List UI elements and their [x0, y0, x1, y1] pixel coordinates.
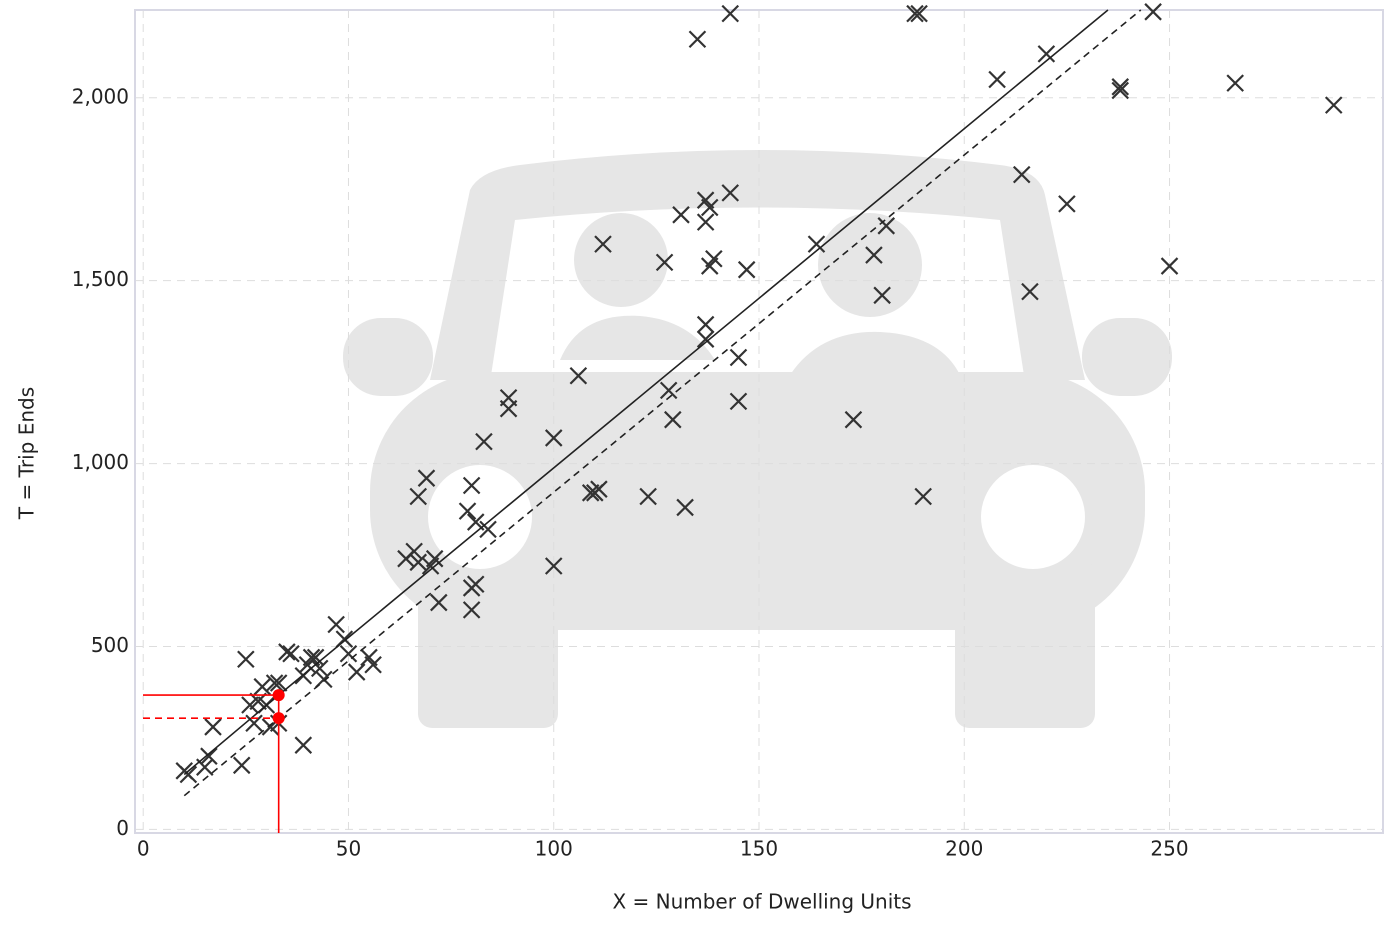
- x-axis-title: X = Number of Dwelling Units: [612, 890, 911, 914]
- x-tick-label: 50: [336, 837, 361, 861]
- data-point: [1326, 97, 1342, 113]
- data-point: [1227, 75, 1243, 91]
- marker-dot: [273, 712, 285, 724]
- data-point: [328, 617, 344, 633]
- data-point: [1162, 258, 1178, 274]
- data-point: [349, 664, 365, 680]
- data-point: [234, 757, 250, 773]
- data-point: [180, 766, 196, 782]
- marker-dot: [273, 689, 285, 701]
- x-tick-label: 0: [137, 837, 150, 861]
- y-axis-title: T = Trip Ends: [15, 387, 39, 520]
- data-point: [722, 6, 738, 22]
- background-car: [343, 150, 1172, 728]
- x-tick-label: 250: [1150, 837, 1188, 861]
- data-point: [1038, 46, 1054, 62]
- x-tick-label: 100: [535, 837, 573, 861]
- y-tick-label: 0: [116, 816, 129, 840]
- x-tick-label: 200: [945, 837, 983, 861]
- chart: X = Number of Dwelling Units T = Trip En…: [0, 0, 1385, 921]
- y-tick-label: 2,000: [72, 84, 129, 108]
- y-tick-label: 1,500: [72, 267, 129, 291]
- data-point: [1112, 82, 1128, 98]
- data-point: [1112, 79, 1128, 95]
- data-point: [1059, 196, 1075, 212]
- data-point: [254, 679, 270, 695]
- y-tick-label: 1,000: [72, 450, 129, 474]
- x-tick-label: 150: [740, 837, 778, 861]
- y-tick-label: 500: [91, 633, 129, 657]
- data-point: [1145, 4, 1161, 20]
- data-point: [205, 719, 221, 735]
- data-point: [238, 651, 254, 667]
- data-point: [689, 31, 705, 47]
- data-point: [365, 657, 381, 673]
- data-point: [989, 71, 1005, 87]
- data-point: [295, 737, 311, 753]
